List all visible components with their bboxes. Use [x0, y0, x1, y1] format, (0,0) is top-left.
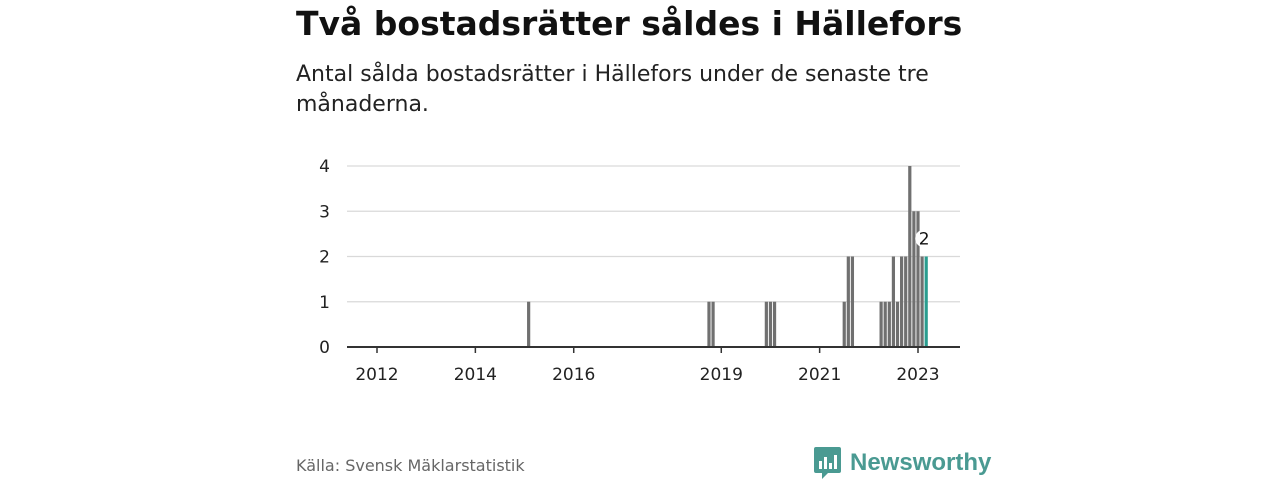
source-note: Källa: Svensk Mäklarstatistik	[296, 456, 525, 475]
bar	[883, 301, 887, 347]
bar	[846, 256, 850, 347]
bar	[908, 166, 912, 347]
labels: 0 1 2 3 4 2012 2014 2016 2019 2021 2023 2	[319, 157, 939, 385]
x-tick-label: 2023	[896, 365, 939, 385]
bar	[916, 211, 920, 347]
y-tick-label: 3	[319, 202, 330, 222]
brand-name: Newsworthy	[850, 449, 992, 476]
bar	[764, 301, 768, 347]
x-tick-label: 2019	[700, 365, 743, 385]
x-tick-label: 2012	[355, 365, 398, 385]
bar	[891, 256, 896, 347]
bar	[707, 301, 711, 347]
x-tick-label: 2016	[552, 365, 595, 385]
chart-title: Två bostadsrätter såldes i Hällefors	[296, 4, 963, 43]
y-tick-label: 2	[319, 248, 330, 268]
bar-highlight	[924, 256, 928, 347]
y-tick-label: 4	[319, 157, 330, 177]
gridlines	[347, 165, 960, 303]
axes	[347, 346, 960, 353]
bar	[904, 256, 908, 347]
bar	[850, 256, 855, 347]
y-tick-label: 1	[319, 293, 330, 313]
bar	[842, 301, 846, 347]
bar	[920, 256, 924, 347]
data-label-halo	[915, 229, 934, 248]
bar	[912, 211, 916, 347]
bar	[711, 301, 715, 347]
bars	[527, 166, 928, 347]
chart-subtitle: Antal sålda bostadsrätter i Hällefors un…	[296, 62, 929, 117]
data-label: 2	[919, 230, 930, 250]
newsworthy-logo-icon	[814, 447, 841, 479]
bar	[768, 301, 773, 347]
bar	[527, 301, 531, 347]
bar	[900, 256, 904, 347]
x-tick-label: 2021	[798, 365, 841, 385]
bar	[879, 301, 883, 347]
x-tick-label: 2014	[454, 365, 497, 385]
bar-chart: 0 1 2 3 4 2012 2014 2016 2019 2021 2023 2	[319, 157, 960, 385]
bar	[895, 301, 900, 347]
bar	[887, 301, 891, 347]
brand-logo: Newsworthy	[814, 446, 991, 480]
bar	[772, 301, 777, 347]
y-tick-label: 0	[319, 338, 330, 358]
